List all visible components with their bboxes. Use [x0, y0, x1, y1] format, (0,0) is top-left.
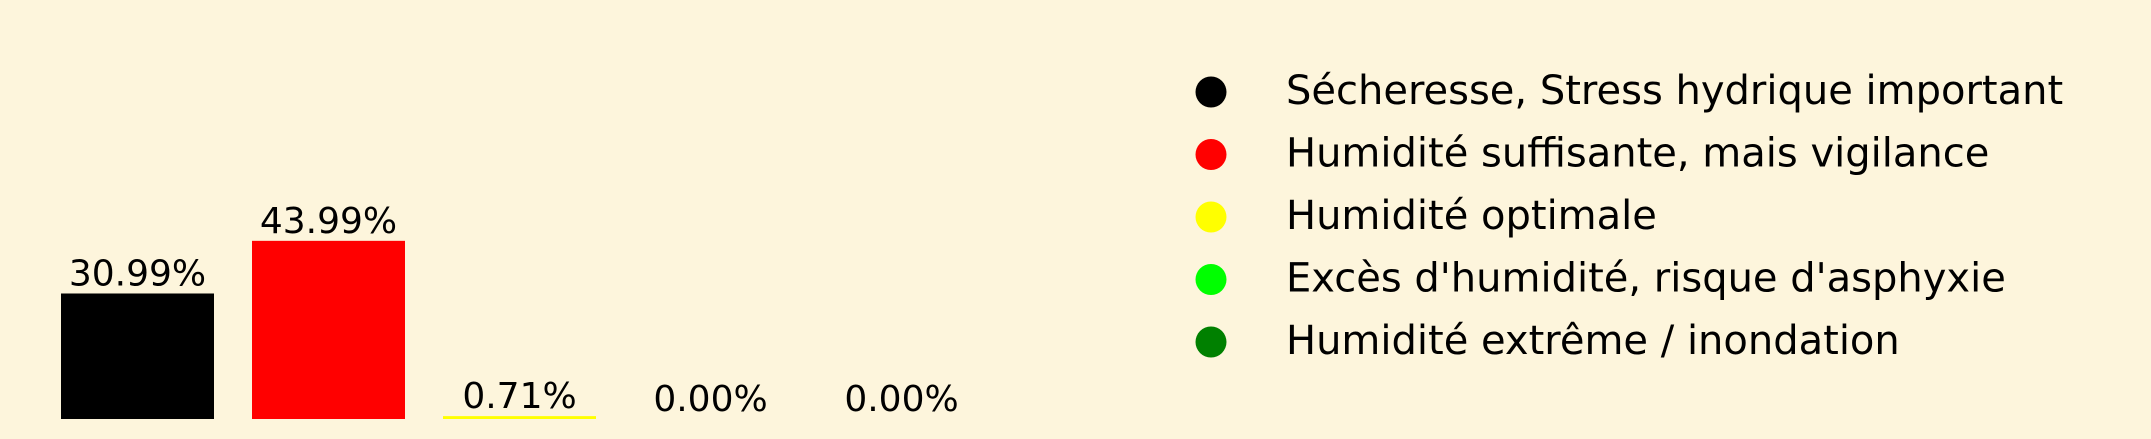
bar-value-label-1: 30.99% — [69, 253, 206, 294]
bar-3 — [443, 416, 596, 419]
legend-label-4: Excès d'humidité, risque d'asphyxie — [1286, 256, 2006, 302]
legend-label-5: Humidité extrême / inondation — [1286, 318, 1900, 364]
legend-label-1: Sécheresse, Stress hydrique important — [1286, 68, 2063, 114]
legend-marker-3 — [1195, 201, 1227, 233]
bars-group — [61, 240, 596, 419]
bar-value-label-5: 0.00% — [844, 379, 958, 420]
legend-label-3: Humidité optimale — [1286, 193, 1657, 239]
legend: Sécheresse, Stress hydrique important Hum… — [1195, 68, 2063, 364]
bar-value-label-2: 43.99% — [260, 201, 397, 242]
value-labels-group: 30.99% 43.99% 0.71% 0.00% 0.00% — [69, 201, 959, 420]
bar-2 — [252, 240, 405, 419]
bar-1 — [61, 293, 214, 419]
legend-marker-4 — [1195, 264, 1227, 295]
bar-value-label-4: 0.00% — [653, 379, 767, 420]
legend-marker-5 — [1195, 326, 1227, 358]
bar-value-label-3: 0.71% — [462, 376, 576, 417]
legend-label-2: Humidité suffisante, mais vigilance — [1286, 131, 1989, 177]
legend-marker-2 — [1195, 139, 1227, 170]
legend-marker-1 — [1195, 76, 1227, 108]
